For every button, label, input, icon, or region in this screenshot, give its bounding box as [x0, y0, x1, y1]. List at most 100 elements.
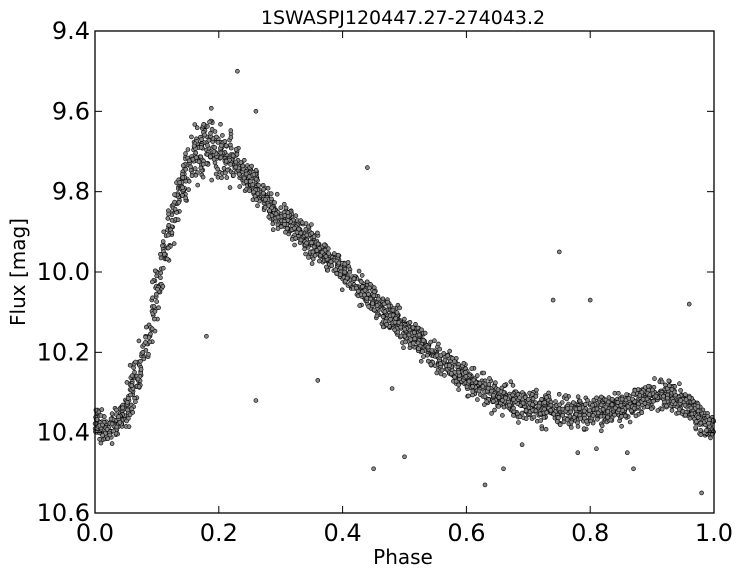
data-point — [191, 143, 197, 149]
data-point — [384, 322, 390, 327]
data-point — [136, 384, 142, 389]
data-point — [251, 189, 256, 195]
data-point — [425, 358, 431, 364]
data-point — [573, 411, 579, 417]
data-point — [561, 419, 567, 425]
data-point — [285, 210, 291, 215]
data-point — [439, 367, 445, 373]
data-point — [492, 407, 497, 413]
data-point — [166, 211, 171, 217]
data-point — [434, 370, 440, 376]
data-point — [413, 321, 418, 327]
data-point — [503, 395, 508, 401]
data-point — [442, 357, 448, 363]
data-point — [436, 341, 441, 347]
data-point — [556, 249, 562, 255]
data-point — [482, 482, 488, 488]
data-point — [670, 398, 676, 404]
data-point — [510, 392, 516, 398]
data-point — [499, 385, 505, 391]
data-point — [392, 319, 398, 325]
data-point — [212, 129, 218, 134]
data-point — [300, 220, 305, 225]
data-point — [172, 199, 177, 205]
data-point — [590, 413, 596, 418]
data-point — [529, 392, 535, 397]
data-point — [645, 404, 650, 410]
data-point — [220, 133, 225, 138]
data-point — [131, 365, 136, 371]
data-point — [466, 393, 471, 399]
data-point — [553, 399, 558, 404]
data-point — [577, 406, 582, 411]
data-point — [127, 362, 133, 368]
data-point — [151, 304, 157, 309]
data-point — [704, 428, 709, 433]
data-point — [272, 200, 277, 205]
data-point — [437, 346, 443, 352]
data-point — [669, 408, 675, 413]
data-point — [347, 269, 352, 275]
data-point — [219, 143, 224, 148]
data-point — [568, 425, 574, 430]
data-point — [550, 297, 556, 303]
data-point — [487, 376, 492, 381]
data-point — [166, 223, 172, 228]
data-point — [511, 405, 516, 411]
data-point — [695, 404, 701, 409]
data-point — [516, 420, 521, 425]
data-point — [489, 411, 494, 416]
data-point — [683, 397, 689, 403]
y-tick-label: 10.0 — [37, 258, 90, 286]
data-point — [321, 242, 327, 248]
data-point — [511, 397, 516, 402]
data-point — [175, 217, 181, 223]
data-point — [208, 154, 213, 159]
data-point — [507, 402, 512, 408]
data-point — [543, 426, 549, 432]
data-point — [98, 413, 104, 418]
data-point — [466, 378, 472, 384]
data-point — [247, 188, 252, 194]
data-point — [595, 410, 601, 416]
data-point — [165, 245, 171, 251]
data-point — [223, 158, 229, 164]
data-point — [135, 376, 141, 382]
data-point — [185, 147, 191, 152]
data-point — [380, 324, 386, 330]
data-point — [97, 436, 102, 442]
data-point — [198, 165, 204, 171]
data-point — [372, 289, 377, 295]
data-point — [141, 356, 147, 362]
data-point — [659, 379, 665, 385]
data-point — [130, 410, 136, 415]
data-point — [120, 405, 125, 411]
data-point — [590, 402, 595, 408]
data-point — [292, 242, 297, 248]
data-point — [418, 358, 424, 364]
data-point — [192, 122, 198, 127]
data-point — [218, 155, 224, 160]
data-point — [410, 325, 416, 331]
data-point — [530, 396, 536, 402]
data-point — [676, 410, 681, 416]
data-point — [523, 408, 529, 414]
data-point — [268, 191, 274, 196]
data-point — [303, 226, 309, 232]
data-point — [546, 390, 551, 396]
data-point — [347, 281, 353, 287]
data-point — [214, 134, 219, 140]
data-point — [296, 226, 302, 232]
data-point — [416, 332, 422, 338]
scatter-points — [92, 68, 716, 496]
data-point — [172, 206, 178, 212]
data-point — [390, 307, 396, 313]
data-point — [477, 380, 483, 386]
data-point — [448, 371, 454, 376]
data-point — [133, 399, 138, 405]
data-point — [314, 248, 320, 253]
data-point — [111, 428, 116, 434]
data-point — [582, 415, 587, 421]
data-point — [255, 191, 261, 196]
